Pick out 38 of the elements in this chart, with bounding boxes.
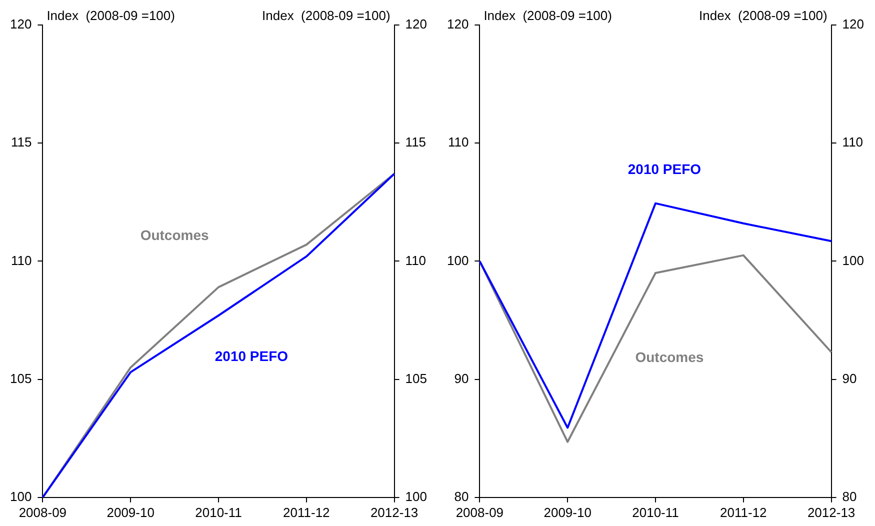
- y2-tick-label: 110: [405, 252, 426, 268]
- series-label: 2010 PEFO: [214, 348, 288, 364]
- y2-axis-title: Index (2008-09 =100): [262, 8, 390, 24]
- x-tick-label: 2011-12: [720, 504, 767, 520]
- y2-tick-label: 120: [405, 16, 428, 32]
- y-axis-title: Index (2008-09 =100): [46, 8, 175, 24]
- x-tick-label: 2010-11: [632, 504, 679, 520]
- y2-tick-label: 115: [405, 134, 426, 150]
- y-tick-label: 100: [446, 252, 469, 268]
- y-axis-title: Index (2008-09 =100): [484, 8, 612, 24]
- y2-tick-label: 90: [842, 370, 857, 386]
- y-tick-label: 100: [10, 488, 32, 504]
- x-tick-label: 2009-10: [106, 504, 154, 520]
- y-tick-label: 120: [446, 16, 469, 32]
- x-tick-label: 2008-09: [18, 504, 67, 520]
- series-label: Outcomes: [635, 349, 704, 366]
- x-tick-label: 2012-13: [807, 504, 856, 520]
- y2-tick-label: 100: [405, 488, 428, 504]
- y-tick-label: 120: [10, 16, 32, 32]
- y-tick-label: 80: [454, 488, 469, 504]
- text: 2010 PEFO: [628, 161, 702, 178]
- y-tick-label: 105: [10, 370, 32, 386]
- y-tick-label: 110: [10, 252, 32, 268]
- y2-tick-label: 120: [842, 16, 864, 32]
- y-tick-label: 115: [10, 134, 32, 150]
- y2-tick-label: 110: [842, 134, 864, 150]
- y2-tick-label: 100: [842, 252, 864, 268]
- y-tick-label: 110: [448, 134, 469, 150]
- x-tick-label: 2009-10: [544, 504, 592, 520]
- y2-tick-label: 80: [842, 488, 857, 504]
- text: Outcomes: [140, 227, 209, 244]
- x-tick-label: 2012-13: [370, 504, 418, 520]
- y2-tick-label: 105: [405, 370, 428, 386]
- x-tick-label: 2011-12: [283, 504, 330, 520]
- x-tick-label: 2008-09: [456, 504, 504, 520]
- x-tick-label: 2010-11: [195, 504, 242, 520]
- y2-axis-title: Index (2008-09 =100): [699, 8, 828, 24]
- y-tick-label: 90: [454, 370, 469, 386]
